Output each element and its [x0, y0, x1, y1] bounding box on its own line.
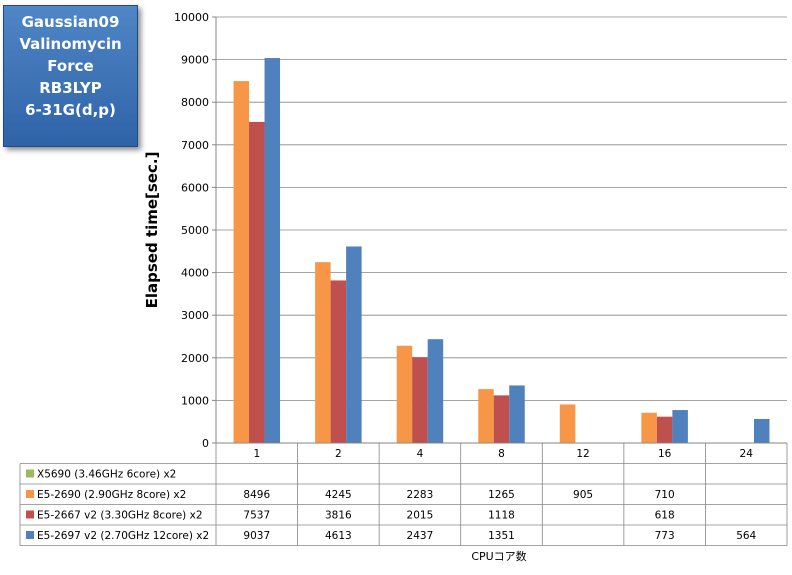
x-category-label: 1	[253, 448, 260, 460]
bars	[233, 58, 770, 443]
data-cell: 8496	[243, 489, 270, 501]
data-cell: 618	[655, 510, 675, 522]
data-cell: 905	[573, 489, 593, 501]
legend-entry: X5690 (3.46GHz 6core) x2	[37, 469, 176, 481]
legend-entry: E5-2667 v2 (3.30GHz 8core) x2	[37, 510, 203, 522]
y-tick-label: 9000	[181, 54, 209, 67]
bar	[493, 395, 510, 443]
data-cell: 710	[655, 489, 675, 501]
title-line: RB3LYP	[39, 79, 102, 97]
title-line: Gaussian09	[21, 13, 120, 31]
data-cell: 773	[655, 530, 675, 542]
data-cell: 7537	[243, 510, 270, 522]
data-cell: 2437	[407, 530, 434, 542]
bar	[478, 389, 494, 443]
y-tick-label: 7000	[181, 139, 209, 152]
legend-swatch	[26, 531, 34, 539]
data-cell: 1118	[488, 510, 515, 522]
data-cell: 2015	[407, 510, 434, 522]
legend-entry: E5-2690 (2.90GHz 8core) x2	[37, 489, 186, 501]
bar	[412, 357, 428, 443]
x-category-label: 4	[417, 448, 424, 460]
bar	[330, 280, 347, 443]
x-category-label: 8	[498, 448, 505, 460]
data-cell: 1351	[488, 530, 515, 542]
bar	[672, 410, 688, 443]
title-line: 6-31G(d,p)	[25, 101, 116, 119]
x-category-label: 2	[335, 448, 342, 460]
legend-swatch	[26, 510, 34, 519]
bar	[315, 262, 331, 443]
y-tick-label: 5000	[181, 224, 209, 237]
bar	[559, 404, 576, 443]
data-cell: 9037	[243, 530, 270, 542]
data-cell: 4245	[325, 489, 352, 501]
bar	[249, 121, 265, 443]
bar	[264, 58, 281, 443]
y-tick-label: 1000	[181, 394, 209, 407]
y-tick-label: 10000	[174, 11, 209, 24]
x-axis-title: CPUコア数	[471, 550, 526, 563]
bar	[346, 246, 362, 443]
x-category-label: 12	[576, 448, 589, 460]
data-cell: 2283	[407, 489, 434, 501]
bar	[233, 81, 250, 443]
data-cell: 564	[736, 530, 756, 542]
bar	[509, 385, 525, 443]
y-tick-label: 3000	[181, 309, 209, 322]
x-category-label: 24	[740, 448, 754, 460]
bar	[396, 345, 413, 443]
bar	[427, 339, 444, 443]
bar	[753, 418, 770, 443]
y-tick-label: 8000	[181, 96, 209, 109]
y-tick-label: 2000	[181, 352, 209, 365]
data-cell: 1265	[488, 489, 515, 501]
title-line: Valinomycin	[19, 35, 122, 53]
legend-entry: E5-2697 v2 (2.70GHz 12core) x2	[37, 530, 209, 542]
legend-swatch	[26, 469, 34, 478]
bar	[641, 412, 657, 443]
y-tick-label: 0	[202, 437, 209, 450]
y-tick-label: 4000	[181, 267, 209, 280]
gridlines	[216, 16, 787, 401]
legend-swatch	[26, 490, 34, 498]
bar	[656, 416, 673, 443]
y-axis-title: Elapsed time[sec.]	[143, 152, 161, 309]
data-cell: 3816	[325, 510, 352, 522]
data-cell: 4613	[325, 530, 352, 542]
title-line: Force	[47, 57, 94, 75]
x-category-label: 16	[658, 448, 672, 460]
y-tick-label: 6000	[181, 181, 209, 194]
chart-title-box: Gaussian09 Valinomycin Force RB3LYP 6-31…	[3, 5, 138, 147]
